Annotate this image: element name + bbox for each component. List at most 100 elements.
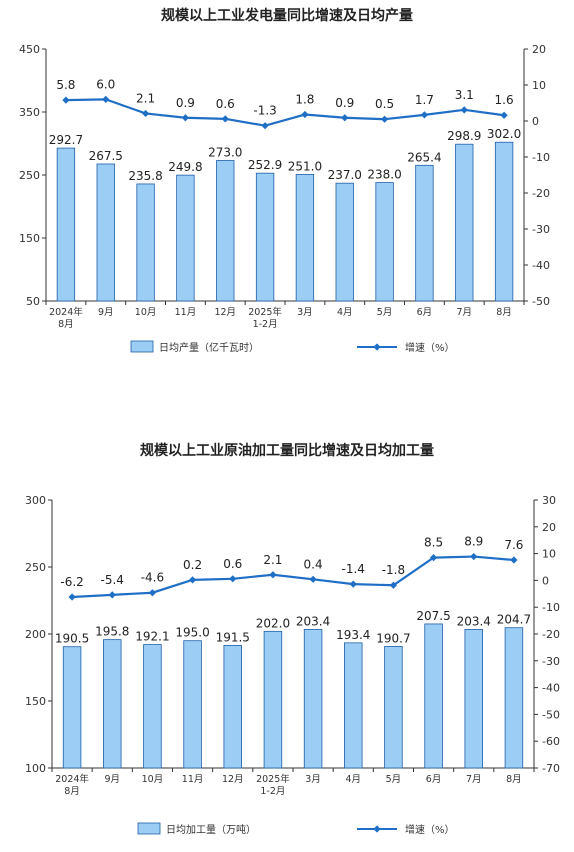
bar-data-label: 298.9 — [447, 129, 481, 143]
bar-data-label: 292.7 — [49, 133, 83, 147]
left-axis-tick-label: 200 — [25, 628, 46, 641]
x-axis-tick-label: 2025年 — [248, 306, 282, 318]
legend-bar-swatch — [130, 340, 154, 353]
bar-data-label: 237.0 — [328, 168, 362, 182]
bar — [464, 629, 483, 769]
bar-data-label: 249.8 — [168, 160, 202, 174]
bar — [384, 646, 403, 769]
growth-rate-point — [500, 111, 508, 119]
legend-line-label: 增速（%） — [405, 341, 455, 354]
right-axis-tick-label: -40 — [532, 259, 550, 272]
growth-rate-data-label: 5.8 — [56, 78, 75, 92]
growth-rate-point — [510, 556, 518, 564]
growth-rate-point — [269, 571, 277, 579]
x-axis-tick-label: 2024年 — [49, 306, 83, 318]
right-axis-tick-label: -60 — [542, 735, 560, 748]
growth-rate-data-label: 3.1 — [455, 88, 474, 102]
x-axis-tick-label: 5月 — [386, 774, 402, 785]
legend-line-label: 增速（%） — [405, 823, 455, 836]
x-axis-tick-label: 8月 — [64, 786, 80, 797]
growth-rate-point — [470, 552, 478, 561]
left-axis-tick-label: 100 — [25, 762, 46, 775]
bar — [295, 173, 315, 302]
bar-data-label: 202.0 — [256, 616, 290, 630]
x-axis-tick-label: 11月 — [175, 307, 197, 318]
x-axis-tick-label: 2025年 — [256, 773, 290, 785]
x-axis-tick-label: 3月 — [297, 307, 313, 318]
growth-rate-point — [429, 554, 438, 562]
bar — [375, 182, 394, 302]
bar — [176, 174, 195, 302]
right-axis-tick-label: 0 — [532, 115, 539, 128]
growth-rate-data-label: -1.4 — [342, 562, 365, 576]
right-axis-tick-label: 0 — [542, 574, 549, 587]
growth-rate-point — [309, 575, 317, 583]
growth-rate-data-label: 0.6 — [216, 97, 235, 111]
growth-rate-point — [102, 95, 110, 103]
left-axis-tick-label: 50 — [26, 295, 40, 308]
x-axis-tick-label: 1-2月 — [260, 786, 285, 797]
growth-rate-data-label: 0.4 — [304, 557, 323, 571]
bar-data-label: 192.1 — [135, 630, 169, 644]
bar — [494, 141, 514, 302]
growth-rate-data-label: 0.2 — [183, 558, 202, 572]
right-axis-tick-label: 10 — [532, 79, 546, 92]
legend-line-marker — [373, 825, 381, 833]
right-axis-tick-label: -30 — [542, 655, 560, 668]
bar-data-label: 204.7 — [497, 613, 531, 627]
bar-data-label: 251.0 — [288, 159, 322, 173]
growth-rate-data-label: 0.6 — [223, 557, 242, 571]
legend-line-marker — [373, 343, 381, 351]
bar-data-label: 273.0 — [208, 146, 242, 160]
bar — [415, 164, 434, 302]
growth-rate-data-label: 2.1 — [263, 553, 282, 567]
bar — [103, 639, 122, 769]
bar — [255, 172, 275, 302]
bar — [335, 182, 354, 302]
left-axis-tick-label: 250 — [19, 169, 40, 182]
bar — [455, 143, 474, 302]
growth-rate-point — [420, 111, 429, 119]
right-axis-tick-label: -10 — [532, 151, 550, 164]
x-axis-tick-label: 8月 — [58, 319, 74, 330]
growth-rate-data-label: 0.9 — [335, 96, 354, 110]
bar-data-label: 203.4 — [296, 614, 330, 628]
growth-rate-data-label: 8.9 — [464, 535, 483, 549]
growth-rate-point — [141, 109, 150, 118]
x-axis-tick-label: 7月 — [456, 307, 472, 318]
bar-data-label: 195.8 — [95, 625, 129, 639]
x-axis-tick-label: 12月 — [222, 774, 244, 785]
x-axis-tick-label: 8月 — [496, 307, 512, 318]
legend-bar-swatch — [137, 822, 161, 835]
growth-rate-point — [108, 591, 116, 599]
bar-data-label: 193.4 — [336, 628, 370, 642]
bar-data-label: 191.5 — [216, 630, 250, 644]
left-axis-tick-label: 300 — [25, 494, 46, 507]
right-axis-tick-label: -50 — [532, 295, 550, 308]
bar-data-label: 252.9 — [248, 158, 282, 172]
growth-rate-data-label: -6.2 — [60, 575, 83, 589]
x-axis-tick-label: 4月 — [337, 307, 353, 318]
growth-rate-point — [181, 114, 190, 122]
growth-rate-data-label: 0.9 — [176, 96, 195, 110]
growth-rate-point — [62, 96, 70, 104]
bar-data-label: 195.0 — [175, 626, 209, 640]
growth-rate-data-label: 8.5 — [424, 536, 443, 550]
growth-rate-point — [68, 593, 76, 601]
x-axis-tick-label: 4月 — [345, 774, 361, 785]
right-axis-tick-label: 20 — [532, 43, 546, 56]
right-axis-tick-label: 30 — [542, 494, 556, 507]
bar — [424, 623, 443, 769]
right-axis-tick-label: -70 — [542, 762, 560, 775]
growth-rate-line — [65, 98, 505, 127]
bar — [143, 644, 162, 769]
x-axis-tick-label: 7月 — [466, 774, 482, 785]
growth-rate-point — [229, 575, 237, 583]
growth-rate-data-label: -1.8 — [382, 563, 405, 577]
bar-data-label: 238.0 — [367, 168, 401, 182]
x-axis-tick-label: 6月 — [417, 307, 433, 318]
left-axis-tick-label: 450 — [19, 43, 40, 56]
growth-rate-point — [221, 115, 229, 123]
growth-rate-data-label: -5.4 — [101, 573, 124, 587]
